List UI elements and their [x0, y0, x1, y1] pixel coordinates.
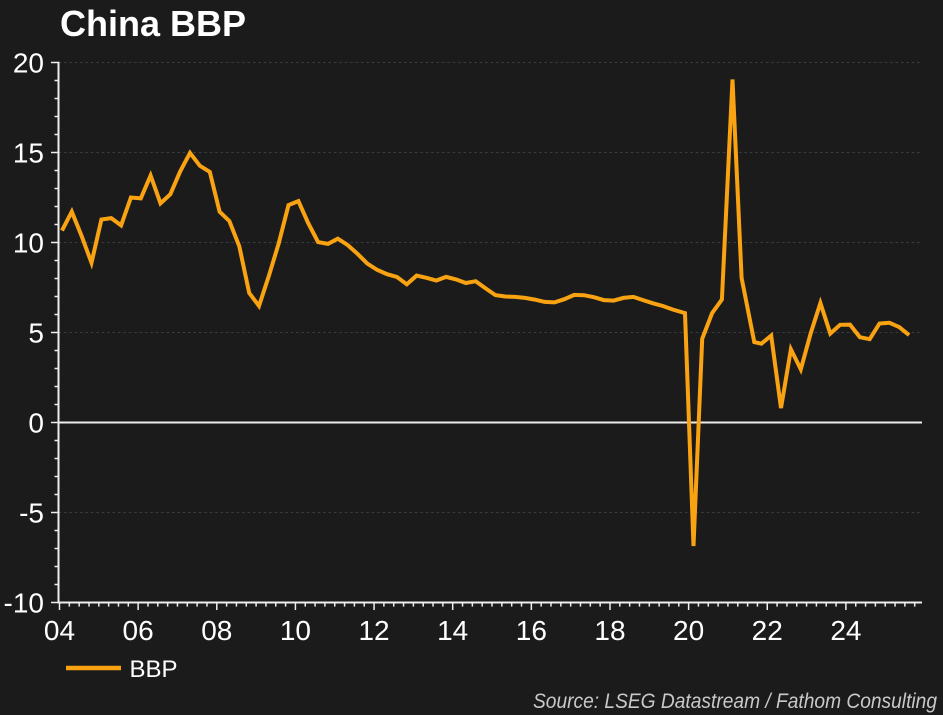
svg-text:08: 08 [201, 615, 232, 646]
svg-text:10: 10 [13, 228, 44, 259]
svg-text:16: 16 [516, 615, 547, 646]
svg-text:22: 22 [752, 615, 783, 646]
svg-text:24: 24 [830, 615, 861, 646]
svg-text:5: 5 [28, 318, 44, 349]
svg-text:18: 18 [594, 615, 625, 646]
svg-text:0: 0 [28, 408, 44, 439]
svg-text:06: 06 [123, 615, 154, 646]
svg-text:China BBP: China BBP [60, 3, 246, 44]
svg-text:20: 20 [13, 48, 44, 79]
svg-text:10: 10 [280, 615, 311, 646]
svg-text:BBP: BBP [130, 656, 178, 683]
svg-text:-5: -5 [19, 498, 44, 529]
svg-text:15: 15 [13, 138, 44, 169]
svg-text:-10: -10 [4, 588, 44, 619]
svg-text:04: 04 [44, 615, 75, 646]
svg-text:14: 14 [437, 615, 468, 646]
svg-text:12: 12 [358, 615, 389, 646]
svg-text:20: 20 [673, 615, 704, 646]
svg-text:Source: LSEG Datastream / Fath: Source: LSEG Datastream / Fathom Consult… [533, 690, 937, 713]
